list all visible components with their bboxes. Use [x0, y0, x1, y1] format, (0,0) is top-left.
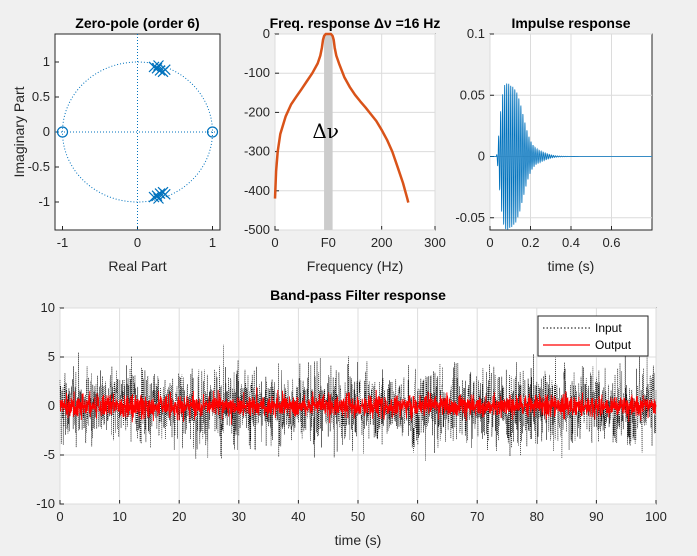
- impulse-title: Impulse response: [511, 15, 630, 31]
- bp-x-tick-label: 40: [291, 509, 305, 524]
- fr-x-tick-label: 200: [371, 235, 393, 250]
- bandpass-legend: Input Output: [537, 315, 649, 357]
- bp-y-tick-label: 10: [41, 300, 55, 315]
- fr-x-tick-label: F0: [321, 235, 336, 250]
- bp-x-tick-label: 90: [589, 509, 603, 524]
- legend-box: [537, 315, 649, 357]
- zero-pole-xlabel: Real Part: [108, 258, 166, 274]
- bp-x-tick-label: 10: [112, 509, 126, 524]
- zero-pole-title: Zero-pole (order 6): [75, 15, 199, 31]
- zp-y-tick-label: 0: [43, 124, 50, 139]
- pole-marker: [153, 60, 164, 71]
- frequency-response-plot: 0 F0 200 300 -500 -400 -300 -200 -100 0 Δν Freq. r…: [244, 15, 446, 274]
- bp-x-tick-label: 20: [172, 509, 186, 524]
- fr-x-tick-label: 0: [271, 235, 278, 250]
- fr-y-tick-label: -300: [244, 144, 270, 159]
- ir-y-tick-label: 0: [478, 149, 485, 164]
- freq-response-xlabel: Frequency (Hz): [307, 258, 403, 274]
- zp-x-tick-label: 0: [134, 235, 141, 250]
- pole-marker: [153, 193, 164, 204]
- ir-x-tick-label: 0.4: [562, 235, 580, 250]
- pole-marker: [159, 188, 171, 200]
- ir-x-tick-label: 0: [486, 235, 493, 250]
- freq-response-axes-box: [274, 33, 436, 231]
- zero-pole-plot: -1 0 1 -1 -0.5 0 0.5 1 Zero-pole (order 6) Real…: [11, 15, 221, 274]
- bandwidth-band: [324, 34, 333, 230]
- bp-x-tick-label: 100: [645, 509, 667, 524]
- zp-y-tick-label: 0.5: [32, 89, 50, 104]
- zero-pole-ylabel: Imaginary Part: [11, 86, 27, 177]
- ir-y-tick-label: -0.05: [455, 210, 485, 225]
- delta-nu-annotation: Δν: [312, 119, 339, 143]
- fr-y-tick-label: -500: [244, 222, 270, 237]
- bandpass-xlabel: time (s): [335, 532, 382, 548]
- freq-response-line: [273, 32, 410, 203]
- zp-x-tick-label: 1: [209, 235, 216, 250]
- bp-x-tick-label: 50: [351, 509, 365, 524]
- bp-x-tick-label: 60: [410, 509, 424, 524]
- freq-response-title: Freq. response Δν =16 Hz: [270, 15, 441, 31]
- bp-x-tick-label: 80: [530, 509, 544, 524]
- ir-y-tick-label: 0.1: [467, 26, 485, 41]
- impulse-xlabel: time (s): [548, 258, 595, 274]
- bp-x-tick-label: 0: [56, 509, 63, 524]
- fr-y-tick-label: -400: [244, 183, 270, 198]
- bp-y-tick-label: 5: [48, 349, 55, 364]
- bandpass-plot: 0 10 20 30 40 50 60 70 80 90 100 -10 -5 0 5 10 Band-pas…: [36, 287, 667, 548]
- unit-circle: [62, 61, 213, 203]
- legend-output-label: Output: [595, 338, 632, 352]
- fr-y-tick-label: -100: [244, 65, 270, 80]
- zero-marker: [206, 126, 219, 138]
- bandpass-title: Band-pass Filter response: [270, 287, 446, 303]
- legend-input-label: Input: [595, 321, 622, 335]
- pole-marker: [159, 64, 171, 76]
- ir-x-tick-label: 0.6: [602, 235, 620, 250]
- fr-y-tick-label: -200: [244, 104, 270, 119]
- fr-y-tick-label: 0: [263, 26, 270, 41]
- bp-y-tick-label: 0: [48, 398, 55, 413]
- zp-y-tick-label: -1: [38, 194, 50, 209]
- bp-x-tick-label: 70: [470, 509, 484, 524]
- zp-x-tick-label: -1: [57, 235, 69, 250]
- output-signal-line: [59, 387, 657, 425]
- ir-y-tick-label: 0.05: [460, 87, 485, 102]
- bp-y-tick-label: -10: [36, 496, 55, 511]
- zero-marker: [56, 126, 69, 138]
- ir-x-tick-label: 0.2: [521, 235, 539, 250]
- bp-x-tick-label: 30: [232, 509, 246, 524]
- impulse-response-line: [490, 83, 652, 230]
- fr-x-tick-label: 300: [424, 235, 446, 250]
- zp-y-tick-label: -0.5: [28, 159, 50, 174]
- bp-y-tick-label: -5: [43, 447, 55, 462]
- zp-y-tick-label: 1: [43, 54, 50, 69]
